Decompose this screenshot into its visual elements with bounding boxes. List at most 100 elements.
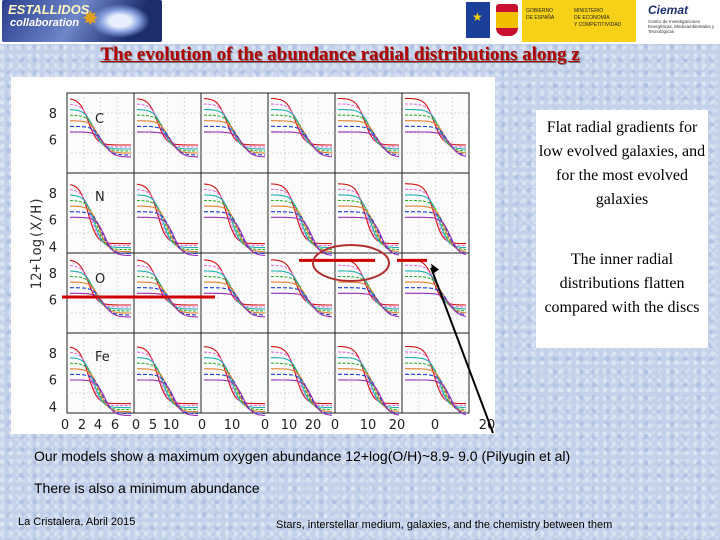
- abundance-curve: [270, 103, 332, 148]
- y-axis-label: 12+log(X/H): [29, 196, 45, 290]
- y-tick-label: 6: [49, 374, 57, 389]
- note-flat-gradients: Flat radial gradients for low evolved ga…: [538, 119, 706, 208]
- x-tick-label: 0: [431, 418, 439, 433]
- x-tick-label: 0: [132, 418, 140, 433]
- abundance-curve: [69, 184, 131, 245]
- abundance-curve: [70, 216, 132, 257]
- note-inner-flatten: The inner radial distributions flatten c…: [544, 251, 700, 316]
- abundance-curve: [204, 292, 265, 318]
- abundance-curve: [338, 211, 400, 254]
- abundance-curve: [136, 109, 198, 150]
- abundance-curve: [270, 264, 332, 308]
- abundance-curve: [271, 131, 333, 158]
- abundance-curve: [136, 103, 198, 148]
- notes-box: Flat radial gradients for low evolved ga…: [536, 110, 708, 348]
- abundance-curve: [69, 189, 131, 247]
- abundance-curve: [405, 351, 466, 407]
- abundance-curve: [338, 103, 400, 148]
- x-tick-label: 0: [261, 418, 269, 433]
- abundance-curve: [270, 345, 333, 405]
- abundance-curve: [136, 183, 198, 245]
- logo-line-2: collaboration: [10, 17, 80, 29]
- finding-min-abundance: There is also a minimum abundance: [34, 480, 260, 496]
- abundance-curve: [203, 270, 265, 310]
- gov-line-5: Y COMPETITIVIDAD: [574, 22, 622, 28]
- abundance-curve: [271, 199, 333, 251]
- abundance-curve: [203, 351, 266, 407]
- abundance-curve: [69, 205, 131, 253]
- abundance-curve: [337, 97, 399, 146]
- abundance-curve: [204, 205, 266, 253]
- abundance-curve: [338, 131, 400, 158]
- abundance-curve: [203, 188, 266, 247]
- abundance-curve: [270, 351, 332, 407]
- y-tick-label: 6: [49, 294, 57, 309]
- abundance-curve: [137, 362, 198, 411]
- abundance-curve: [203, 357, 265, 409]
- abundance-curve: [271, 275, 332, 312]
- row-label: O: [95, 272, 105, 287]
- estallidos-logo: ✸ ESTALLIDOS collaboration: [2, 0, 162, 42]
- abundance-curve: [204, 373, 265, 415]
- abundance-curve: [405, 131, 467, 157]
- row-label: N: [95, 190, 105, 205]
- abundance-curve: [405, 362, 467, 411]
- abundance-curve: [405, 292, 467, 317]
- abundance-curve: [137, 270, 198, 310]
- abundance-curve: [271, 194, 332, 249]
- abundance-curve: [137, 131, 199, 158]
- abundance-curve: [271, 287, 332, 316]
- abundance-chart: CNOFe6846868468024605100100102001020020R…: [49, 92, 495, 450]
- row-label: Fe: [95, 350, 110, 365]
- x-tick-label: 4: [94, 418, 102, 433]
- eu-flag-icon: [466, 2, 490, 38]
- abundance-curve: [338, 216, 400, 256]
- abundance-curve: [203, 120, 265, 154]
- abundance-curve: [271, 270, 333, 310]
- abundance-curve: [338, 345, 399, 405]
- abundance-curve: [405, 188, 466, 247]
- gov-line-3: MINISTERIO: [574, 8, 604, 14]
- footer-subtitle: Stars, interstellar medium, galaxies, an…: [276, 519, 613, 531]
- abundance-curve: [338, 120, 399, 154]
- abundance-curve: [271, 357, 332, 409]
- star-icon: ✸: [82, 8, 99, 30]
- abundance-curve: [136, 346, 198, 405]
- abundance-curve: [405, 264, 466, 308]
- abundance-curve: [405, 97, 466, 146]
- y-tick-label: 6: [49, 134, 57, 149]
- y-tick-label: 8: [49, 187, 57, 202]
- abundance-curve: [338, 275, 399, 312]
- gobierno-logo: GOBIERNO DE ESPAÑA MINISTERIO DE ECONOMÍ…: [466, 0, 636, 42]
- abundance-curve: [69, 379, 132, 417]
- abundance-curve: [204, 216, 266, 256]
- abundance-curve: [203, 183, 265, 245]
- abundance-curve: [270, 368, 332, 413]
- x-tick-label: 0: [61, 418, 69, 433]
- abundance-curve: [69, 270, 131, 310]
- x-tick-label: 10: [281, 418, 298, 433]
- abundance-curve: [70, 287, 132, 316]
- x-tick-label: 2: [78, 418, 86, 433]
- highlight-circle: [312, 244, 390, 282]
- galaxy-swirl-icon: [90, 4, 150, 38]
- abundance-curve: [203, 346, 265, 405]
- y-tick-label: 4: [49, 400, 57, 415]
- ciemat-name: Ciemat: [648, 3, 689, 17]
- abundance-curve: [204, 287, 265, 316]
- abundance-curve: [69, 114, 131, 152]
- abundance-curve: [338, 281, 399, 314]
- abundance-curve: [405, 103, 466, 148]
- x-tick-label: 20: [389, 418, 406, 433]
- x-tick-label: 10: [163, 418, 180, 433]
- abundance-curve: [405, 379, 467, 416]
- y-tick-label: 6: [49, 214, 57, 229]
- abundance-curve: [204, 194, 265, 249]
- abundance-curve: [203, 98, 265, 146]
- abundance-curve: [136, 188, 198, 247]
- abundance-curve: [70, 211, 131, 255]
- abundance-curve: [338, 287, 400, 316]
- abundance-curve: [203, 264, 265, 308]
- abundance-curve: [136, 194, 198, 249]
- slide-title: The evolution of the abundance radial di…: [100, 44, 580, 65]
